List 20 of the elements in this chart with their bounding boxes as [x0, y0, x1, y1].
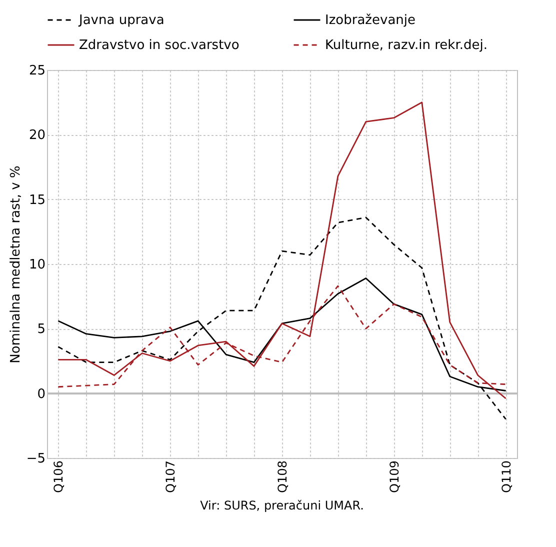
legend-label: Zdravstvo in soc.varstvo: [79, 38, 240, 53]
x-tick-label: Q110: [499, 460, 514, 493]
x-tick-label: Q106: [52, 460, 66, 493]
legend-label: Javna uprava: [78, 13, 164, 28]
legend-label: Izobraževanje: [325, 13, 416, 28]
y-tick-label: 10: [28, 258, 46, 272]
y-tick-label: 25: [28, 64, 46, 78]
y-tick-label: −5: [26, 452, 46, 466]
y-tick-label: 15: [28, 192, 46, 208]
legend-label: Kulturne, razv.in rekr.dej.: [325, 38, 488, 53]
line-series: [57, 102, 507, 400]
line-series: [57, 216, 507, 420]
y-tick-label: 5: [37, 322, 46, 338]
y-tick-label: 0: [37, 386, 46, 402]
text: Vir: SURS, preračuni UMAR.: [200, 498, 364, 512]
x-tick-label: Q107: [164, 460, 178, 493]
y-axis-title: Nominalna medletna rast, v %: [8, 166, 24, 364]
x-tick-label: Q108: [276, 460, 290, 493]
x-tick-label: Q109: [387, 460, 402, 493]
y-tick-label: 20: [28, 128, 46, 144]
